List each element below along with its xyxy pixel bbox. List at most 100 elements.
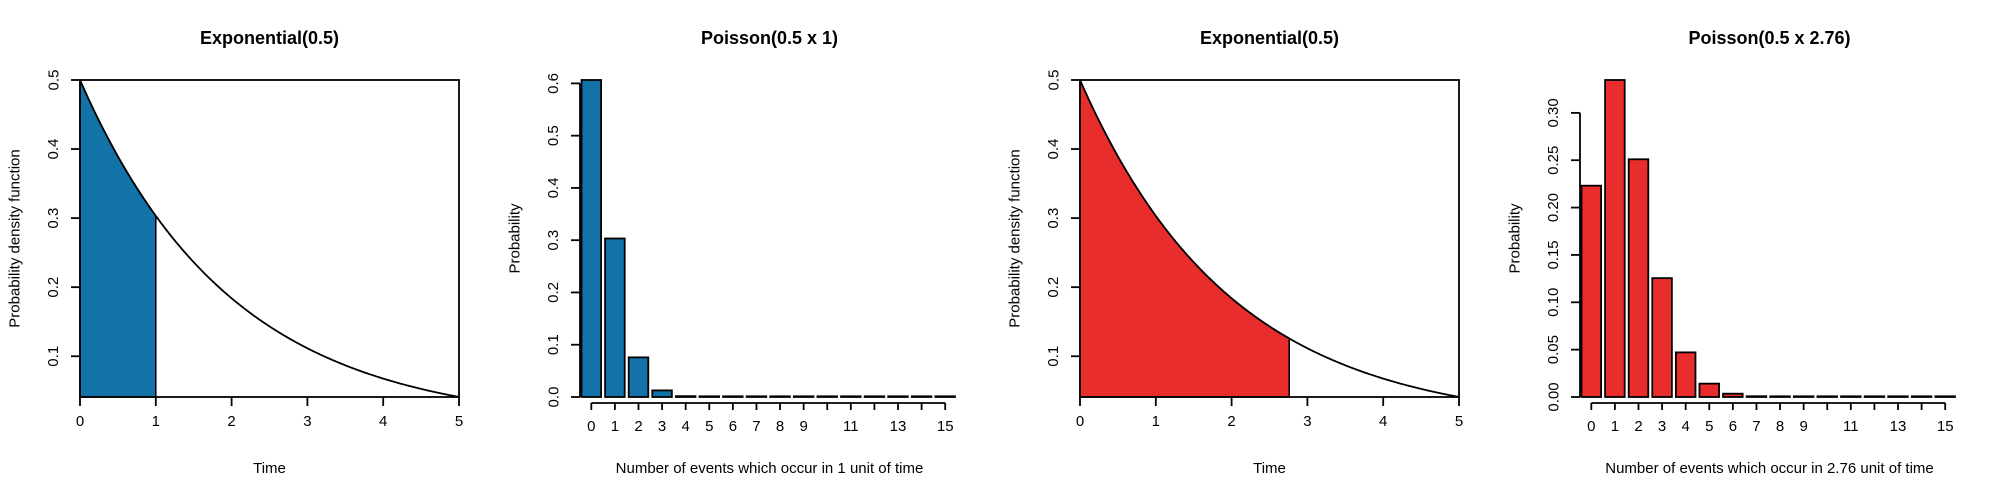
x-tick-label: 4 [1379, 413, 1387, 430]
x-tick-label: 5 [455, 413, 463, 430]
y-tick-label: 0.0 [545, 387, 562, 408]
y-tick-label: 0.4 [545, 178, 562, 199]
bar [1887, 395, 1909, 398]
y-tick-label: 0.3 [45, 208, 62, 229]
y-tick-label: 0.4 [1045, 139, 1062, 160]
bar [863, 395, 886, 398]
chart-title: Poisson(0.5 x 2.76) [1688, 28, 1850, 48]
bar [934, 395, 956, 398]
bar [1840, 395, 1862, 398]
bar [1769, 395, 1791, 398]
x-axis-label: Number of events which occur in 2.76 uni… [1605, 460, 1934, 477]
y-tick-label: 0.15 [1545, 240, 1562, 269]
y-tick-label: 0.05 [1545, 335, 1562, 364]
bar [1604, 79, 1626, 398]
x-tick-label: 0 [76, 413, 84, 430]
x-axis-label: Time [253, 460, 286, 477]
bar [816, 395, 838, 398]
y-tick-label: 0.30 [1545, 98, 1562, 127]
x-tick-label: 13 [1890, 418, 1907, 435]
y-axis-label: Probability density function [1006, 149, 1023, 327]
bar [1816, 395, 1838, 398]
x-tick-label: 7 [752, 418, 760, 435]
bar [1934, 395, 1956, 398]
x-tick-label: 6 [1729, 418, 1737, 435]
poisson-red-chart: 0.00 0.05 0.10 0.15 0.20 0.25 0.30 0 1 2 3 4 5 6 7 8 9 11… [1506, 28, 1956, 477]
bar [674, 395, 697, 398]
y-tick-label: 0.00 [1545, 382, 1562, 411]
x-tick-label: 11 [1843, 418, 1859, 435]
y-tick-label: 0.6 [545, 73, 562, 94]
y-tick-label: 0.5 [545, 125, 562, 146]
x-tick-label: 15 [1937, 418, 1954, 435]
bar [1627, 158, 1650, 398]
x-tick-label: 5 [1455, 413, 1463, 430]
bar [1580, 184, 1602, 398]
x-tick-label: 7 [1752, 418, 1760, 435]
y-tick-label: 0.25 [1545, 146, 1562, 175]
y-tick-label: 0.1 [45, 346, 62, 367]
bar [769, 395, 791, 398]
x-tick-label: 1 [611, 418, 619, 435]
x-tick-label: 0 [1587, 418, 1595, 435]
y-axis-label: Probability density function [6, 149, 23, 327]
panel-exponential-red: 0 1 2 3 4 5 0.1 0.2 0.3 0.4 0.5 Exponential(0.5) Tim… [1000, 0, 1500, 500]
plot-box [1079, 79, 1460, 398]
bar [1792, 395, 1815, 398]
y-axis-label: Probability [1506, 203, 1523, 274]
bar [722, 395, 744, 398]
bar [1745, 395, 1768, 398]
x-axis-label: Number of events which occur in 1 unit o… [616, 460, 924, 477]
y-tick-label: 0.4 [45, 139, 62, 160]
y-tick-label: 0.2 [45, 277, 62, 298]
bar [910, 395, 933, 398]
bar [604, 237, 626, 398]
chart-title: Exponential(0.5) [1200, 28, 1339, 48]
poisson-blue-chart: 0.0 0.1 0.2 0.3 0.4 0.5 0.6 0 1 2 3 4 5 6 7 8 9 11 13 15 Poi… [506, 28, 956, 477]
x-tick-label: 3 [1658, 418, 1666, 435]
panel-poisson-red: 0.00 0.05 0.10 0.15 0.20 0.25 0.30 0 1 2 3 4 5 6 7 8 9 11… [1500, 0, 2000, 500]
y-tick-label: 0.3 [545, 230, 562, 251]
bar [792, 395, 815, 398]
x-tick-label: 9 [799, 418, 807, 435]
panel-poisson-blue: 0.0 0.1 0.2 0.3 0.4 0.5 0.6 0 1 2 3 4 5 6 7 8 9 11 13 15 Poi… [500, 0, 1000, 500]
y-axis-label: Probability [506, 203, 523, 274]
x-tick-label: 9 [1799, 418, 1807, 435]
y-tick-label: 0.3 [1045, 208, 1062, 229]
x-tick-label: 2 [227, 413, 235, 430]
x-tick-label: 3 [658, 418, 666, 435]
panel-exponential-blue: 0 1 2 3 4 5 0.1 0.2 0.3 0.4 0.5 Exponential(0.5) Tim… [0, 0, 500, 500]
x-tick-label: 13 [890, 418, 907, 435]
x-axis-label: Time [1253, 460, 1286, 477]
x-tick-label: 0 [587, 418, 595, 435]
x-tick-label: 3 [303, 413, 311, 430]
x-tick-label: 1 [152, 413, 160, 430]
y-tick-label: 0.1 [1045, 346, 1062, 367]
y-tick-label: 0.5 [1045, 70, 1062, 91]
y-tick-label: 0.5 [45, 70, 62, 91]
x-tick-label: 5 [705, 418, 713, 435]
y-tick-label: 0.1 [545, 334, 562, 355]
plot-box [79, 79, 460, 398]
x-tick-label: 6 [729, 418, 737, 435]
exponential-red-chart: 0 1 2 3 4 5 0.1 0.2 0.3 0.4 0.5 Exponential(0.5) Tim… [1006, 28, 1463, 477]
x-tick-label: 1 [1152, 413, 1160, 430]
density-curve [1079, 79, 1460, 398]
x-tick-label: 8 [776, 418, 784, 435]
shaded-area [1079, 79, 1290, 398]
chart-title: Poisson(0.5 x 1) [701, 28, 838, 48]
bar [1674, 351, 1697, 398]
x-tick-label: 2 [1227, 413, 1235, 430]
x-tick-label: 4 [379, 413, 387, 430]
x-tick-label: 11 [843, 418, 859, 435]
bar [580, 79, 602, 398]
x-tick-label: 5 [1705, 418, 1713, 435]
x-tick-label: 4 [682, 418, 690, 435]
bar [887, 395, 909, 398]
bar [651, 389, 673, 398]
chart-title: Exponential(0.5) [200, 28, 339, 48]
bar [840, 395, 862, 398]
bar [1722, 392, 1744, 398]
x-tick-label: 0 [1076, 413, 1084, 430]
